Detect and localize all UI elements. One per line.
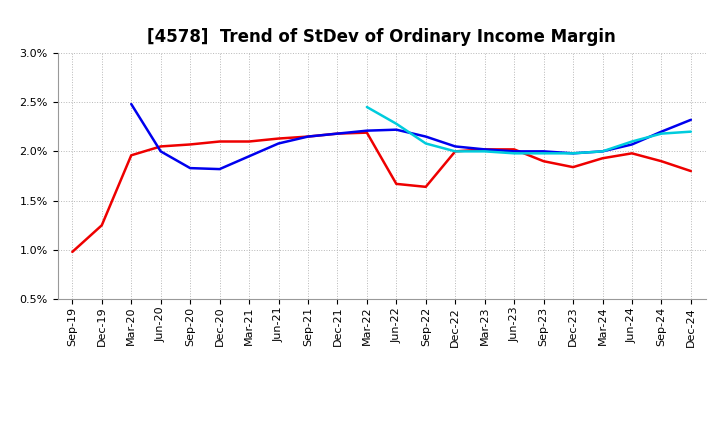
- 5 Years: [304, 134, 312, 139]
- 7 Years: [363, 104, 372, 110]
- 3 Years: [245, 139, 253, 144]
- 3 Years: [363, 130, 372, 135]
- 3 Years: [510, 147, 518, 152]
- 7 Years: [598, 149, 607, 154]
- 3 Years: [304, 134, 312, 139]
- 5 Years: [392, 127, 400, 132]
- 5 Years: [598, 149, 607, 154]
- 7 Years: [480, 149, 489, 154]
- 5 Years: [539, 149, 548, 154]
- Line: 3 Years: 3 Years: [72, 132, 691, 252]
- 3 Years: [628, 150, 636, 156]
- 3 Years: [421, 184, 430, 190]
- 3 Years: [392, 181, 400, 187]
- 5 Years: [215, 166, 224, 172]
- 3 Years: [539, 158, 548, 164]
- 3 Years: [687, 169, 696, 174]
- 5 Years: [628, 142, 636, 147]
- 5 Years: [687, 117, 696, 122]
- 3 Years: [569, 165, 577, 170]
- 5 Years: [569, 150, 577, 156]
- 3 Years: [333, 131, 342, 136]
- 5 Years: [363, 128, 372, 133]
- 3 Years: [480, 147, 489, 152]
- 7 Years: [657, 131, 666, 136]
- 5 Years: [421, 134, 430, 139]
- 3 Years: [598, 156, 607, 161]
- 5 Years: [274, 141, 283, 146]
- Line: 5 Years: 5 Years: [131, 104, 691, 169]
- Title: [4578]  Trend of StDev of Ordinary Income Margin: [4578] Trend of StDev of Ordinary Income…: [147, 28, 616, 46]
- 7 Years: [392, 121, 400, 126]
- 7 Years: [628, 139, 636, 144]
- 3 Years: [215, 139, 224, 144]
- 3 Years: [156, 144, 165, 149]
- 5 Years: [127, 101, 135, 106]
- 5 Years: [333, 131, 342, 136]
- 3 Years: [68, 249, 76, 254]
- Line: 7 Years: 7 Years: [367, 107, 691, 153]
- 7 Years: [687, 129, 696, 134]
- 5 Years: [510, 149, 518, 154]
- 5 Years: [156, 149, 165, 154]
- 5 Years: [245, 154, 253, 159]
- 3 Years: [127, 153, 135, 158]
- 7 Years: [421, 141, 430, 146]
- 3 Years: [97, 223, 106, 228]
- 3 Years: [657, 158, 666, 164]
- 3 Years: [274, 136, 283, 141]
- 3 Years: [451, 149, 459, 154]
- 7 Years: [510, 150, 518, 156]
- 7 Years: [539, 150, 548, 156]
- 5 Years: [186, 165, 194, 171]
- 7 Years: [569, 150, 577, 156]
- 3 Years: [186, 142, 194, 147]
- 5 Years: [480, 147, 489, 152]
- 5 Years: [451, 144, 459, 149]
- 5 Years: [657, 129, 666, 134]
- 7 Years: [451, 149, 459, 154]
